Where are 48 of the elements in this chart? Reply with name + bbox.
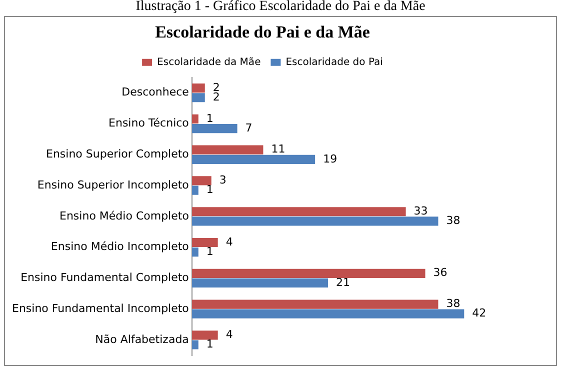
bar xyxy=(192,176,212,186)
bar xyxy=(192,207,406,216)
data-label: 11 xyxy=(271,142,286,156)
bar xyxy=(192,145,264,154)
data-label: 36 xyxy=(433,266,448,280)
bar xyxy=(192,238,218,248)
data-label: 1 xyxy=(206,183,214,196)
data-label: 4 xyxy=(226,235,233,248)
y-tick-label: Ensino Fundamental Completo xyxy=(20,271,190,284)
y-tick-label: Desconhece xyxy=(122,86,190,99)
bar xyxy=(192,93,205,102)
bar xyxy=(192,114,198,124)
chart-title: Escolaridade do Pai e da Mãe xyxy=(155,22,370,42)
data-label: 1 xyxy=(206,338,214,351)
data-label: 19 xyxy=(323,152,338,166)
data-label: 21 xyxy=(336,276,350,289)
bar xyxy=(192,186,198,195)
data-label: 38 xyxy=(446,297,460,310)
bar xyxy=(192,248,198,257)
data-label: 33 xyxy=(414,204,428,218)
y-tick-label: Ensino Técnico xyxy=(108,116,190,130)
bar xyxy=(192,268,426,278)
bar xyxy=(192,154,316,164)
y-tick-label: Ensino Médio Completo xyxy=(60,209,190,222)
bar xyxy=(192,278,328,288)
text: Ilustração 1 - Gráfico Escolaridade do Pai e da Mãe xyxy=(134,0,426,16)
data-label: 7 xyxy=(245,121,252,134)
y-tick-label: Ensino Superior Incompleto xyxy=(37,178,190,192)
data-label: 2 xyxy=(212,90,220,104)
y-tick-label: Não Alfabetizada xyxy=(95,332,189,346)
data-label: 3 xyxy=(219,174,226,187)
legend-label: Escolaridade da Mãe xyxy=(157,56,261,68)
y-tick-label: Ensino Superior Completo xyxy=(46,147,190,160)
data-label: 42 xyxy=(472,306,486,320)
legend-label: Escolaridade do Pai xyxy=(286,56,383,68)
bar xyxy=(192,330,218,340)
y-tick-label: Ensino Fundamental Incompleto xyxy=(12,302,190,315)
bar xyxy=(192,300,438,309)
bar xyxy=(192,309,464,318)
bar xyxy=(192,84,205,93)
data-label: 1 xyxy=(206,244,214,258)
bar xyxy=(192,216,438,226)
bar xyxy=(192,124,238,134)
data-label: 38 xyxy=(446,214,460,228)
data-label: 4 xyxy=(226,328,233,342)
y-tick-label: Ensino Médio Incompleto xyxy=(50,240,190,254)
data-label: 1 xyxy=(206,112,214,125)
bar xyxy=(192,340,198,350)
